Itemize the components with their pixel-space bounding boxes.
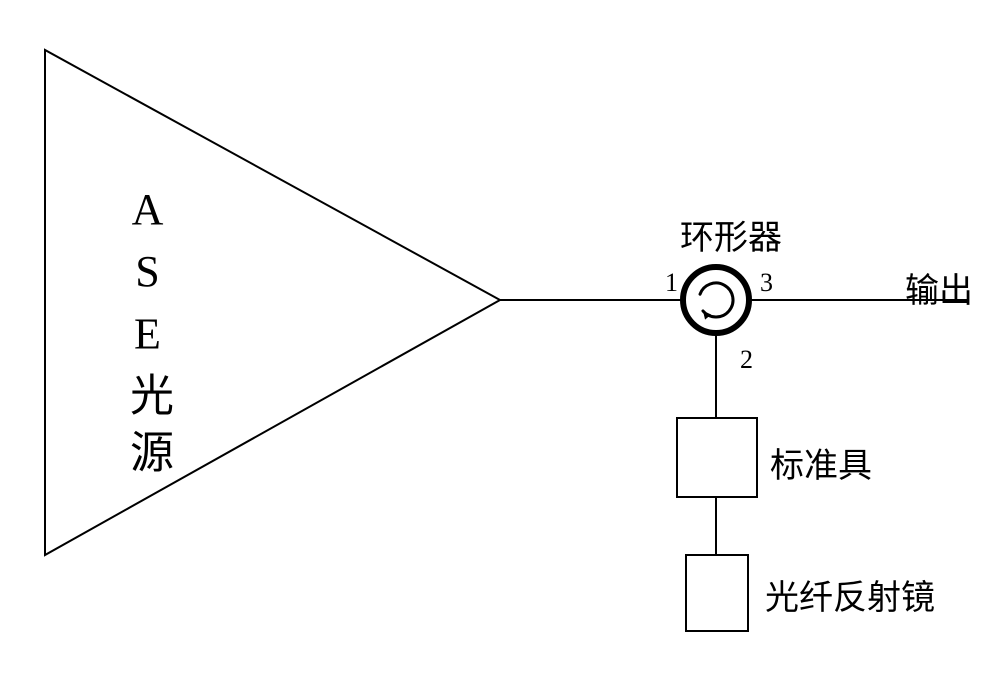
ase-source-label: ASE光源: [115, 185, 179, 486]
fiber-mirror-label: 光纤反射镜: [765, 570, 935, 619]
circulator-port3-label: 3: [760, 268, 773, 298]
circulator-label: 环形器: [680, 210, 782, 259]
circulator-port2-label: 2: [740, 345, 753, 375]
diagram-canvas: ASE光源 环形器 1 2 3 输出 标准具 光纤反射镜: [0, 0, 1000, 682]
circulator-outer-ring: [683, 267, 749, 333]
output-label: 输出: [905, 263, 973, 312]
ase-source-shape: [45, 50, 500, 555]
fiber-mirror-shape: [686, 555, 748, 631]
etalon-shape: [677, 418, 757, 497]
etalon-label: 标准具: [770, 438, 872, 487]
circulator-port1-label: 1: [665, 268, 678, 298]
